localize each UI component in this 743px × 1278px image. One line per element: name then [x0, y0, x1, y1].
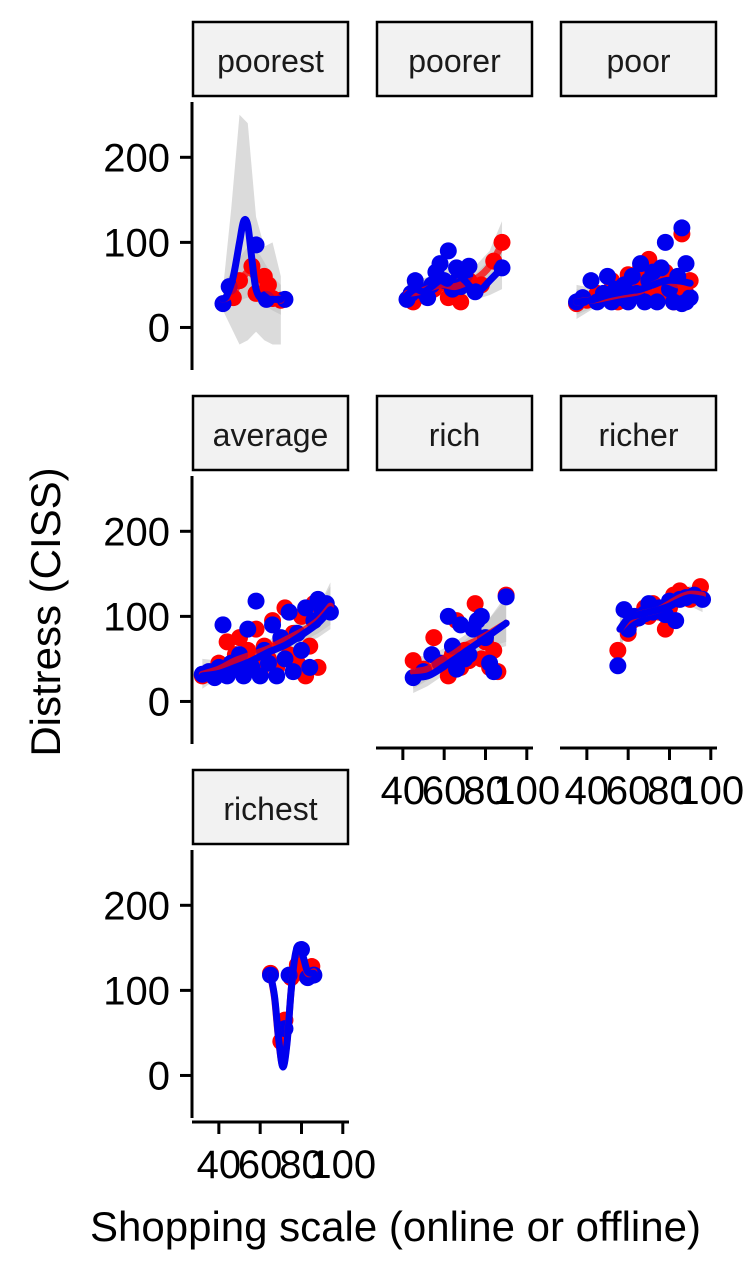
- y-tick-label: 100: [103, 595, 170, 639]
- point-b: [623, 267, 641, 285]
- strip-label: richest: [223, 791, 317, 827]
- smooth-line-b: [409, 619, 510, 682]
- point-b: [301, 658, 319, 676]
- x-tick-label: 100: [493, 769, 560, 813]
- point-b: [460, 257, 478, 275]
- point-b: [268, 667, 286, 685]
- y-tick-label: 200: [103, 136, 170, 180]
- point-b: [497, 588, 515, 606]
- smooth-line-b: [403, 264, 506, 299]
- point-b: [632, 255, 650, 273]
- strip-label: poorer: [408, 43, 501, 79]
- strip-label: average: [213, 417, 329, 453]
- strip-box: [375, 20, 534, 98]
- strip-box: [191, 394, 350, 472]
- point-b: [677, 255, 695, 273]
- point-a: [425, 629, 443, 647]
- y-tick-label: 200: [103, 510, 170, 554]
- x-axis-title: Shopping scale (online or offline): [90, 1203, 701, 1250]
- x-tick-label: 60: [422, 769, 467, 813]
- smooth-line-b: [219, 216, 285, 304]
- point-b: [276, 650, 294, 668]
- x-tick-label: 80: [463, 769, 508, 813]
- x-tick-label: 80: [647, 769, 692, 813]
- x-tick-label: 100: [677, 769, 743, 813]
- point-b: [247, 592, 265, 610]
- strip-label: poor: [606, 43, 670, 79]
- point-b: [251, 667, 269, 685]
- strip-box: [375, 394, 534, 472]
- point-b: [648, 293, 666, 311]
- y-tick-label: 100: [103, 221, 170, 265]
- point-b: [280, 603, 298, 621]
- panel-poor: poor: [559, 20, 718, 319]
- point-b: [439, 607, 457, 625]
- strip-box: [559, 394, 718, 472]
- point-b: [667, 612, 685, 630]
- point-b: [582, 272, 600, 290]
- y-tick-label: 200: [103, 884, 170, 928]
- y-tick-label: 0: [148, 680, 170, 724]
- y-tick-label: 0: [148, 1054, 170, 1098]
- point-b: [292, 641, 310, 659]
- point-a: [452, 293, 470, 311]
- point-b: [656, 233, 674, 251]
- point-b: [677, 293, 695, 311]
- y-tick-label: 100: [103, 969, 170, 1013]
- smooth-line-b: [616, 594, 707, 633]
- strip-box: [559, 20, 718, 98]
- point-b: [636, 293, 654, 311]
- panels-layer: poorest 0 100 200 poorer poor average 0 100 200 ri…: [103, 20, 743, 1187]
- point-b: [472, 607, 490, 625]
- point-b: [439, 242, 457, 260]
- strip-label: rich: [429, 417, 481, 453]
- point-b: [239, 620, 257, 638]
- x-tick-label: 100: [309, 1143, 376, 1187]
- strip-label: richer: [598, 417, 678, 453]
- point-b: [284, 663, 302, 681]
- point-a: [466, 595, 484, 613]
- smooth-line-b: [573, 276, 694, 306]
- point-b: [673, 219, 691, 237]
- strip-box: [191, 768, 350, 846]
- point-b: [259, 654, 277, 672]
- point-b: [297, 599, 315, 617]
- panel-poorest: poorest 0 100 200: [103, 20, 350, 370]
- strip-label: poorest: [217, 43, 324, 79]
- smooth-line-b: [267, 941, 318, 1071]
- strip-box: [191, 20, 350, 98]
- y-tick-label: 0: [148, 306, 170, 350]
- point-a: [485, 641, 503, 659]
- x-tick-label: 80: [279, 1143, 324, 1187]
- point-b: [431, 255, 449, 273]
- x-tick-label: 40: [565, 769, 610, 813]
- x-tick-label: 40: [197, 1143, 242, 1187]
- point-b: [485, 663, 503, 681]
- x-tick-label: 60: [606, 769, 651, 813]
- point-b: [264, 616, 282, 634]
- point-a: [609, 641, 627, 659]
- y-axis-title: Distress (CISS): [22, 467, 69, 756]
- point-b: [599, 267, 617, 285]
- panel-average: average 0 100 200: [103, 394, 350, 744]
- point-b: [609, 657, 627, 675]
- smooth-line-b: [198, 606, 334, 680]
- x-tick-label: 40: [381, 769, 426, 813]
- point-b: [214, 616, 232, 634]
- point-b: [652, 259, 670, 277]
- panel-poorer: poorer: [375, 20, 534, 311]
- x-tick-label: 60: [238, 1143, 283, 1187]
